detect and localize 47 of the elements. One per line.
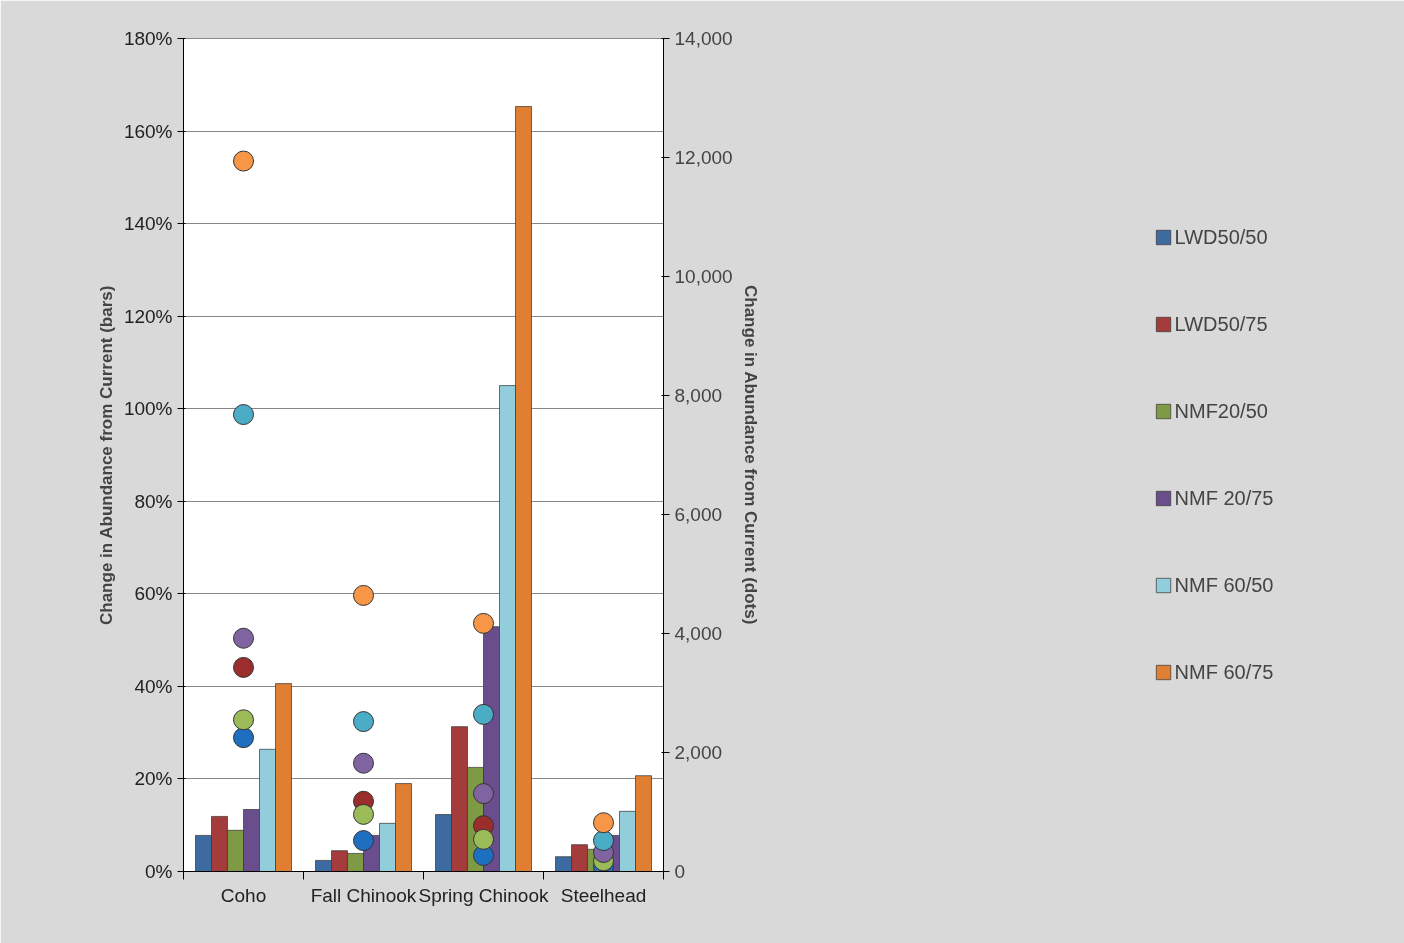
point xyxy=(473,783,494,805)
point xyxy=(593,830,614,852)
point xyxy=(353,711,374,733)
y2-tick-label: 6,000 xyxy=(674,504,723,525)
point xyxy=(473,703,494,725)
y2-axis-title: Change in Abundance from Current (dots) xyxy=(740,285,760,625)
point xyxy=(473,828,494,850)
point xyxy=(473,612,494,634)
y-tick-label: 100% xyxy=(123,398,173,420)
x-tick-label: Coho xyxy=(220,884,267,906)
y-tick-label: 120% xyxy=(123,305,173,327)
y-tick-label: 140% xyxy=(123,213,173,235)
y2-tick-label: 2,000 xyxy=(674,742,723,763)
y-axis-title: Change in Abundance from Current (bars) xyxy=(96,285,116,626)
y2-tick-label: 0 xyxy=(674,861,686,882)
legend-label: LWD50/75 xyxy=(1174,312,1268,336)
x-tick-label: Steelhead xyxy=(560,884,647,906)
legend-label: NMF 60/50 xyxy=(1174,573,1274,597)
point xyxy=(353,830,374,852)
y-tick-label: 40% xyxy=(134,675,173,697)
point xyxy=(353,584,374,606)
legend-label: NMF 20/75 xyxy=(1174,486,1274,510)
point xyxy=(593,812,614,834)
point xyxy=(353,803,374,825)
y2-tick-label: 14,000 xyxy=(674,28,733,49)
point xyxy=(233,656,254,678)
y-tick-label: 20% xyxy=(134,768,173,790)
y2-tick-label: 10,000 xyxy=(674,266,733,287)
y-tick-label: 0% xyxy=(145,861,173,882)
x-tick-label: Spring Chinook xyxy=(418,884,549,906)
y2-tick-label: 12,000 xyxy=(674,147,733,168)
y-tick-label: 80% xyxy=(134,490,173,512)
x-tick-label: Fall Chinook xyxy=(310,884,417,906)
legend-label: NMF 60/75 xyxy=(1174,660,1274,684)
legend-label: LWD50/50 xyxy=(1174,225,1268,249)
point xyxy=(353,752,374,774)
legend-label: NMF20/50 xyxy=(1174,399,1268,423)
y-tick-label: 60% xyxy=(134,583,173,605)
point xyxy=(233,727,254,749)
y-tick-label: 160% xyxy=(123,120,173,142)
point xyxy=(233,150,254,172)
point xyxy=(233,709,254,731)
point xyxy=(233,627,254,649)
y2-tick-label: 4,000 xyxy=(674,623,723,644)
y-tick-label: 180% xyxy=(123,28,173,49)
point xyxy=(233,404,254,426)
y2-tick-label: 8,000 xyxy=(674,385,723,406)
